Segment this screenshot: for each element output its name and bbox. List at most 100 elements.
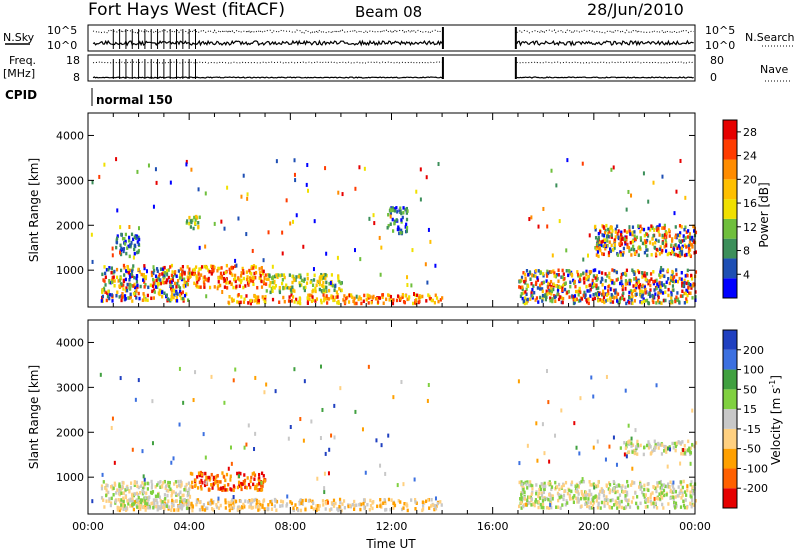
echo-cell <box>542 273 545 278</box>
echo-cell <box>661 273 664 278</box>
echo-cell <box>188 215 191 220</box>
echo-cell <box>199 484 203 489</box>
echo-cell <box>353 248 356 253</box>
echo-cell <box>649 294 652 299</box>
echo-cell <box>539 502 542 507</box>
echo-cell <box>595 247 598 251</box>
echo-cell <box>518 461 521 466</box>
echo-cell <box>595 278 598 283</box>
echo-cell <box>198 500 201 504</box>
echo-cell <box>129 268 132 273</box>
echo-cell <box>682 479 685 484</box>
echo-cell <box>589 283 592 287</box>
echo-cell <box>534 498 538 502</box>
echo-cell <box>152 505 155 510</box>
echo-cell <box>639 224 642 229</box>
echo-cell <box>639 501 642 506</box>
colorbar-tick-label: 200 <box>743 344 764 357</box>
echo-cell <box>245 486 248 490</box>
echo-cell <box>242 271 245 275</box>
echo-cell <box>396 294 400 298</box>
echo-cell <box>588 489 591 493</box>
echo-cell <box>124 239 127 244</box>
echo-cell <box>126 246 129 250</box>
echo-cell <box>391 301 395 306</box>
echo-cell <box>659 270 662 274</box>
echo-cell <box>621 484 624 488</box>
echo-cell <box>541 293 545 298</box>
echo-cell <box>545 279 548 283</box>
echo-cell <box>259 276 262 280</box>
echo-cell <box>627 423 630 428</box>
echo-cell <box>100 496 104 500</box>
echo-cell <box>628 290 631 295</box>
echo-cell <box>209 501 212 506</box>
echo-cell <box>244 284 247 288</box>
echo-cell <box>574 289 578 294</box>
echo-cell <box>664 298 667 303</box>
echo-cell <box>365 297 368 302</box>
echo-cell <box>604 299 607 303</box>
echo-cell <box>232 503 236 507</box>
echo-cell <box>178 422 181 427</box>
echo-cell <box>129 275 132 279</box>
echo-cell <box>260 480 263 485</box>
echo-cell <box>553 274 556 278</box>
echo-cell <box>382 501 385 505</box>
echo-cell <box>306 163 309 168</box>
echo-cell <box>660 483 663 487</box>
echo-cell <box>138 296 141 301</box>
echo-cell <box>612 435 615 440</box>
echo-cell <box>660 283 663 288</box>
echo-cell <box>604 272 607 276</box>
echo-cell <box>624 489 627 494</box>
echo-cell <box>111 416 114 421</box>
echo-cell <box>170 292 174 297</box>
echo-cell <box>608 488 612 492</box>
echo-cell <box>128 273 131 277</box>
echo-cell <box>684 243 687 248</box>
echo-cell <box>214 477 217 482</box>
echo-cell <box>633 481 636 485</box>
echo-cell <box>275 159 278 164</box>
echo-cell <box>133 483 136 488</box>
echo-cell <box>393 207 396 211</box>
echo-cell <box>306 301 309 305</box>
echo-cell <box>143 264 146 268</box>
echo-cell <box>588 493 591 497</box>
echo-cell <box>550 284 553 289</box>
echo-cell <box>157 481 160 485</box>
echo-cell <box>220 486 223 491</box>
echo-cell <box>119 225 122 230</box>
echo-cell <box>330 501 334 505</box>
echo-cell <box>523 301 527 306</box>
echo-cell <box>620 242 623 246</box>
echo-cell <box>101 472 104 477</box>
echo-cell <box>563 276 566 281</box>
echo-cell <box>421 503 425 508</box>
echo-cell <box>303 277 306 282</box>
echo-cell <box>668 485 671 489</box>
echo-cell <box>400 380 403 385</box>
echo-cell <box>154 485 157 489</box>
echo-cell <box>649 228 652 232</box>
echo-cell <box>577 293 580 297</box>
echo-cell <box>299 498 302 502</box>
echo-cell <box>601 283 604 287</box>
echo-cell <box>215 503 218 507</box>
echo-cell <box>392 506 395 510</box>
echo-cell <box>198 276 201 280</box>
echo-cell <box>653 245 656 250</box>
echo-cell <box>644 291 647 295</box>
echo-cell <box>112 493 115 497</box>
echo-cell <box>178 366 181 371</box>
echo-cell <box>212 477 216 482</box>
echo-cell <box>602 225 605 229</box>
echo-cell <box>362 498 366 502</box>
echo-cell <box>334 501 337 506</box>
echo-cell <box>655 496 659 501</box>
echo-cell <box>566 491 570 496</box>
echo-cell <box>392 501 395 506</box>
echo-cell <box>359 257 362 262</box>
